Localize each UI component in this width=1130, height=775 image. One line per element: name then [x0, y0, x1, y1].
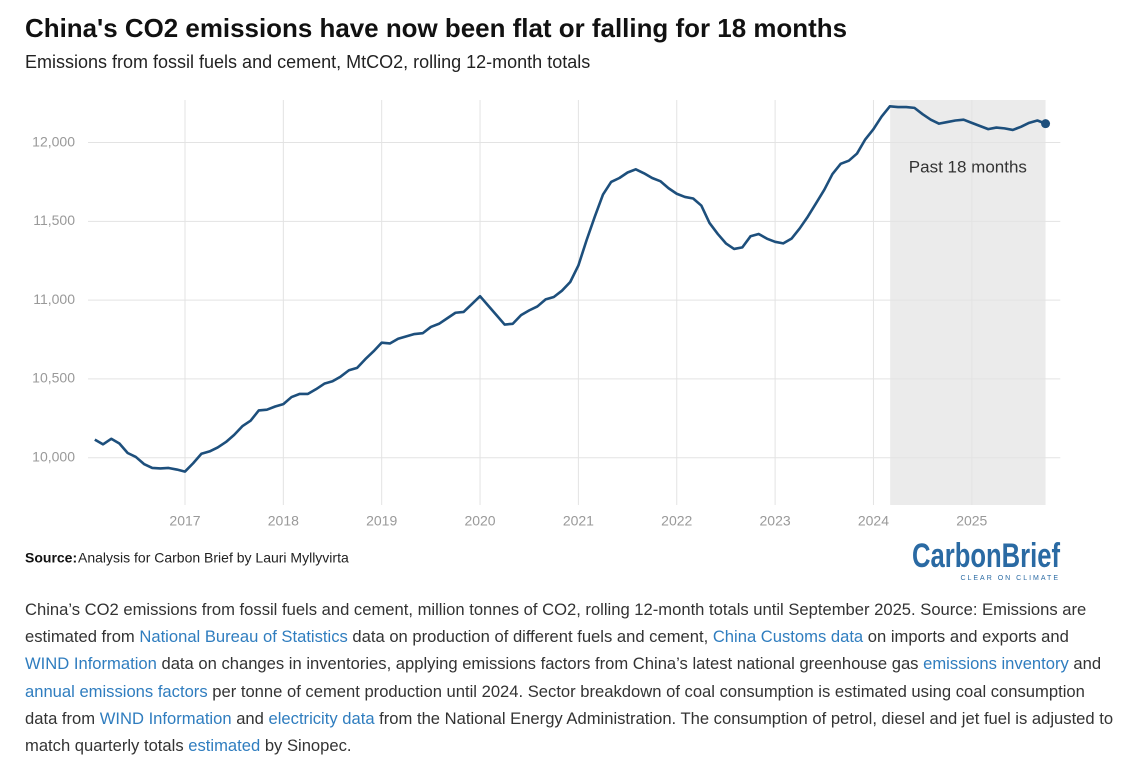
y-tick-label: 10,500 — [32, 370, 75, 386]
end-marker — [1041, 119, 1051, 129]
x-tick-label: 2018 — [268, 513, 299, 529]
caption-text: and — [1068, 654, 1102, 674]
caption-link[interactable]: annual emissions factors — [25, 681, 208, 701]
x-tick-label: 2017 — [169, 513, 200, 529]
caption-text: China’s CO2 emissions from fossil fuels … — [25, 600, 1087, 647]
source-label: Source: — [25, 550, 77, 566]
highlight-band — [890, 100, 1046, 505]
caption-text: on imports and exports and — [863, 627, 1069, 647]
y-tick-label: 11,000 — [33, 291, 75, 307]
caption-text: per tonne of cement production until 202… — [25, 681, 1085, 728]
x-tick-label: 2022 — [661, 513, 692, 529]
caption-text: and — [231, 708, 269, 728]
y-tick-label: 12,000 — [32, 133, 75, 149]
x-tick-label: 2019 — [366, 513, 397, 529]
chart-title: China's CO2 emissions have now been flat… — [25, 13, 847, 43]
caption-link[interactable]: WIND Information — [25, 654, 157, 674]
y-tick-label: 10,000 — [32, 448, 75, 464]
caption-text: data on production of different fuels an… — [347, 627, 713, 647]
x-tick-label: 2023 — [760, 513, 791, 529]
caption-link[interactable]: electricity data — [268, 708, 375, 728]
x-tick-label: 2024 — [858, 513, 889, 529]
caption-text: by Sinopec. — [260, 736, 352, 756]
y-tick-label: 11,500 — [33, 212, 75, 228]
line — [94, 105, 1047, 473]
caption-text: data on changes in inventories, applying… — [156, 654, 924, 674]
caption-link[interactable]: National Bureau of Statistics — [139, 627, 348, 647]
chart-subtitle: Emissions from fossil fuels and cement, … — [25, 52, 590, 72]
logo: CarbonBrief — [912, 537, 1061, 575]
source-text: Analysis for Carbon Brief by Lauri Mylly… — [78, 550, 349, 566]
caption-link[interactable]: China Customs data — [712, 627, 864, 647]
caption-link[interactable]: WIND Information — [99, 708, 232, 728]
caption-link[interactable]: estimated — [188, 736, 261, 756]
logo-tagline: CLEAR ON CLIMATE — [960, 575, 1060, 582]
chart: China's CO2 emissions have now been flat… — [25, 13, 1061, 582]
highlight-label: Past 18 months — [909, 157, 1027, 176]
caption-link[interactable]: emissions inventory — [923, 654, 1069, 674]
x-tick-label: 2025 — [956, 513, 987, 529]
x-tick-label: 2020 — [464, 513, 495, 529]
x-tick-label: 2021 — [563, 513, 594, 529]
caption: China’s CO2 emissions from fossil fuels … — [25, 596, 1115, 759]
caption-text: from the National Energy Administration.… — [25, 708, 1114, 756]
